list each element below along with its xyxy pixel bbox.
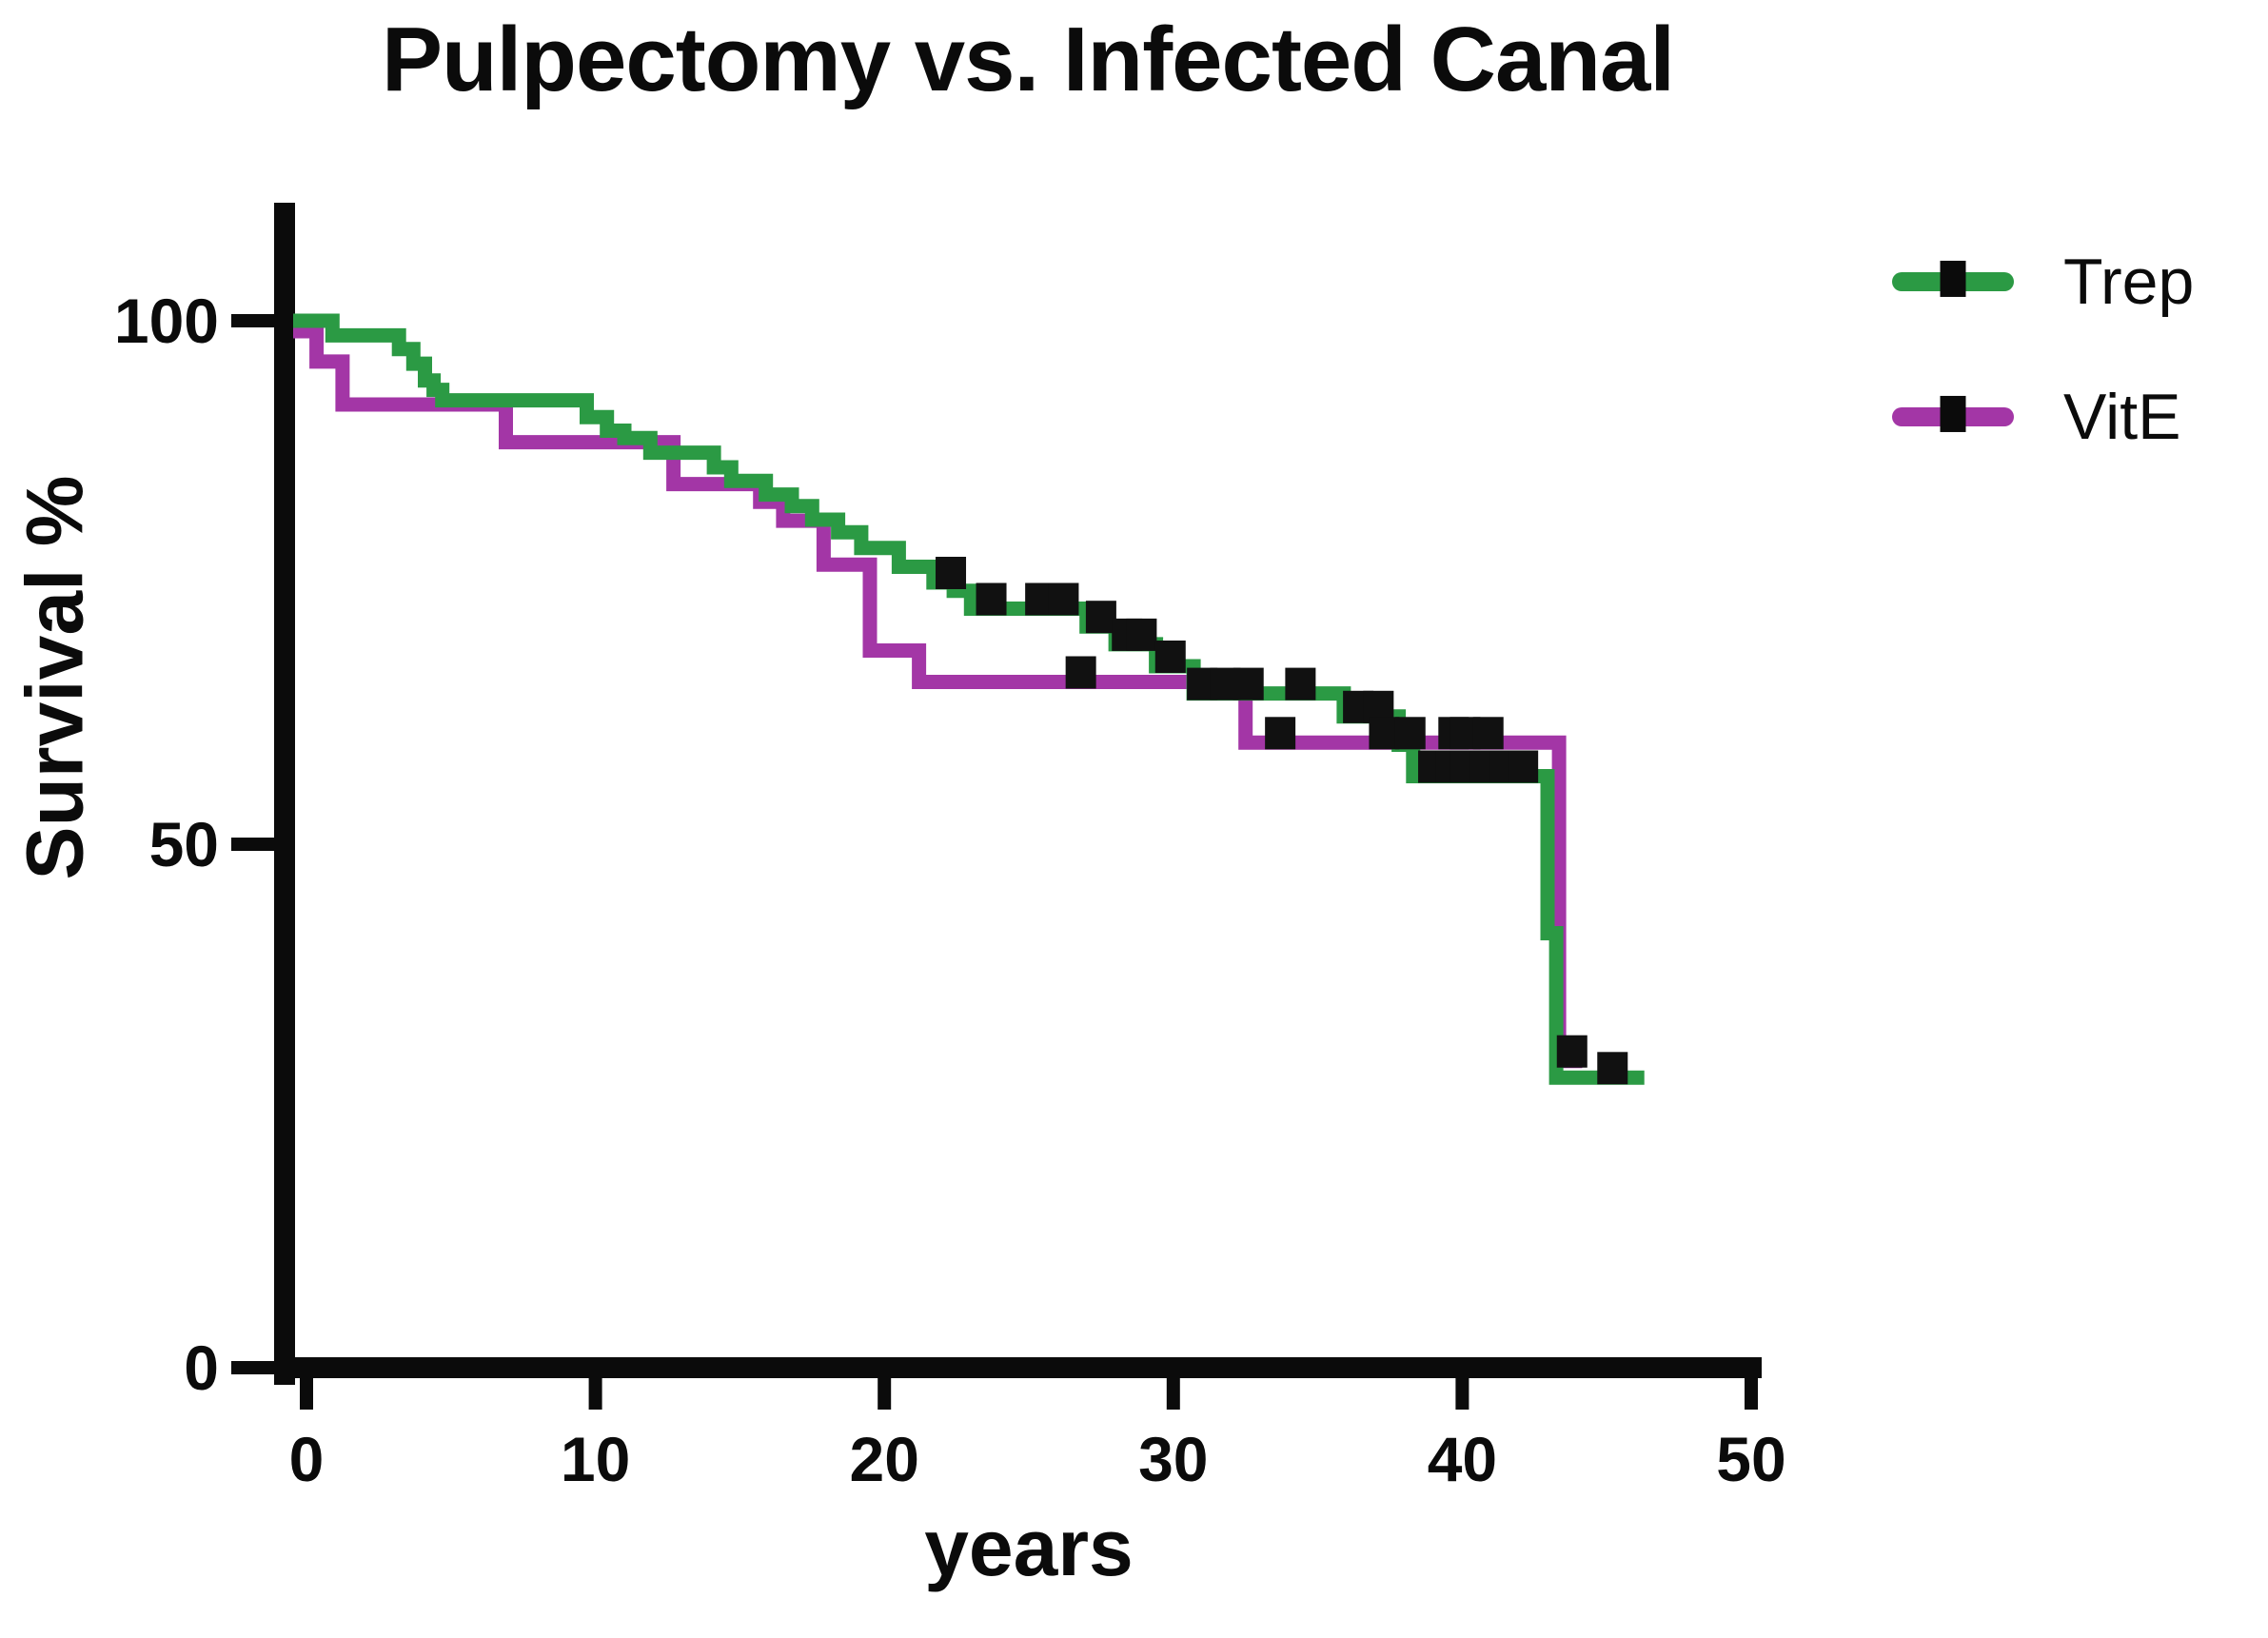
x-tick <box>300 1378 313 1410</box>
x-tick-label: 0 <box>289 1424 325 1494</box>
vite-censor-mark <box>1472 717 1504 750</box>
x-axis-label: years <box>924 1503 1134 1592</box>
vite-censor-mark <box>1065 656 1096 689</box>
y-tick-label: 100 <box>114 286 219 356</box>
x-tick <box>588 1378 602 1410</box>
x-axis-line <box>274 1357 1762 1378</box>
x-tick <box>1745 1378 1758 1410</box>
vite-censor-mark <box>1265 717 1296 750</box>
x-tick <box>1166 1378 1180 1410</box>
vite-legend-line-icon <box>1892 395 2014 432</box>
legend-item-label: Trep <box>2063 246 2195 318</box>
trep-censor-mark <box>1597 1052 1628 1085</box>
legend-item-label: VitE <box>2063 381 2181 453</box>
trep-censor-mark <box>1233 667 1264 701</box>
x-tick-label: 40 <box>1428 1424 1497 1494</box>
x-tick-label: 50 <box>1716 1424 1785 1494</box>
legend-item-trep: Trep <box>1892 246 2194 318</box>
trep-censor-mark <box>936 557 967 589</box>
trep-censor-mark <box>1126 618 1157 651</box>
legend-item-vite: VitE <box>1892 381 2194 453</box>
trep-censor-mark <box>1508 750 1539 783</box>
y-tick <box>231 314 274 327</box>
vite-censor-mark <box>1556 1035 1588 1068</box>
y-tick-label: 50 <box>149 809 219 879</box>
x-tick-label: 10 <box>561 1424 630 1494</box>
y-axis-line <box>274 203 295 1385</box>
vite-censor-mark <box>1394 717 1426 750</box>
y-tick <box>231 1361 274 1374</box>
x-tick-label: 20 <box>849 1424 918 1494</box>
vite-censor-mark <box>1369 717 1400 750</box>
trep-survival-curve <box>293 313 1645 1085</box>
x-tick <box>1455 1378 1469 1410</box>
legend: Trep VitE <box>1892 246 2194 519</box>
trep-legend-line-icon <box>1892 260 2014 297</box>
censor-tick-icon <box>1940 260 1966 297</box>
trep-censor-mark <box>1285 667 1316 701</box>
y-tick <box>231 838 274 851</box>
x-tick <box>878 1378 892 1410</box>
trep-censor-mark <box>1085 601 1116 634</box>
trep-censor-mark <box>1048 582 1079 616</box>
chart-title: Pulpectomy vs. Infected Canal <box>381 9 1675 110</box>
x-tick-label: 30 <box>1138 1424 1208 1494</box>
trep-censor-mark <box>1154 641 1186 673</box>
trep-censor-mark <box>976 582 1007 616</box>
y-tick-label: 0 <box>184 1332 219 1403</box>
censor-tick-icon <box>1940 395 1966 432</box>
